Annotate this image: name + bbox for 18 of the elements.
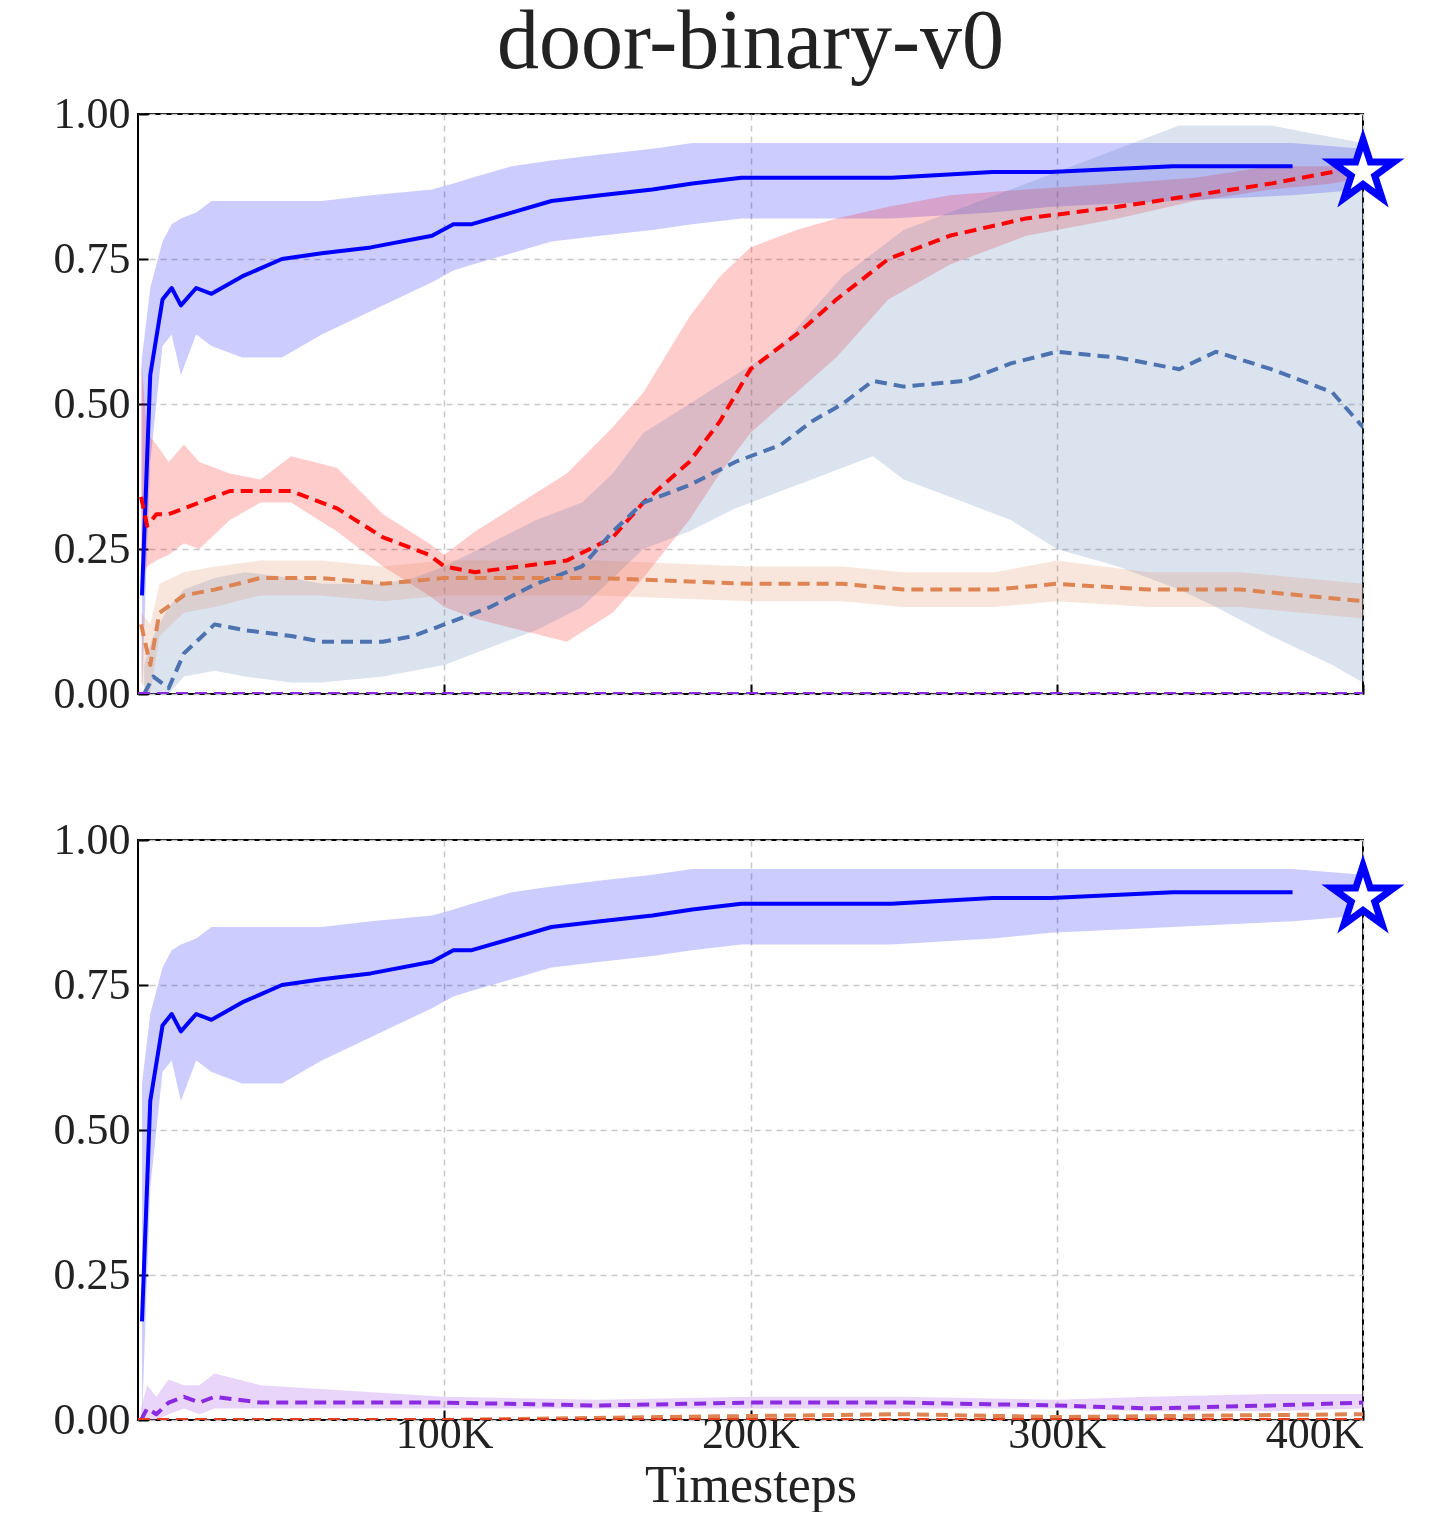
y-tick-label: 0.25 <box>53 523 131 573</box>
y-tick-label: 0.75 <box>53 959 131 1009</box>
y-tick-label: 0.50 <box>53 378 131 428</box>
y-tick-label: 0.25 <box>53 1249 131 1299</box>
x-tick-label: 400K <box>1265 1408 1364 1458</box>
y-tick-label: 1.00 <box>53 814 131 864</box>
x-axis-title: Timesteps <box>645 1455 857 1513</box>
y-tick-label: 0.00 <box>53 1394 131 1444</box>
line-series <box>142 349 1363 694</box>
x-tick-label: 200K <box>702 1408 801 1458</box>
y-tick-label: 0.75 <box>53 233 131 283</box>
x-tick-label: 300K <box>1008 1408 1107 1458</box>
y-tick-label: 0.50 <box>53 1104 131 1154</box>
chart-title: door-binary-v0 <box>497 0 1004 86</box>
x-tick-label: 100K <box>395 1408 494 1458</box>
y-tick-label: 0.00 <box>53 668 131 718</box>
y-tick-label: 1.00 <box>53 88 131 138</box>
line-series <box>139 890 1295 1324</box>
